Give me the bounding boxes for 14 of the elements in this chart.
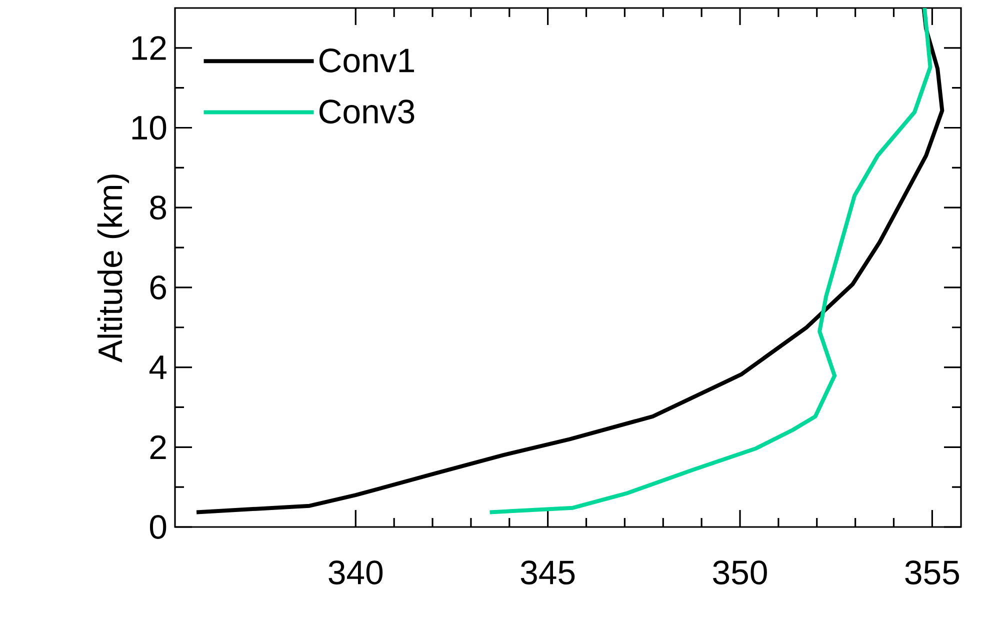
y-axis-title: Altitude (km): [97, 174, 129, 362]
y-tick-label: 10: [132, 116, 166, 140]
y-tick-label: 2: [150, 435, 166, 459]
x-tick-label: 340: [328, 560, 383, 584]
legend-label: Conv3: [319, 100, 414, 124]
y-tick-label: 0: [150, 515, 166, 539]
y-tick-label: 6: [150, 275, 166, 300]
x-tick-label: 355: [905, 560, 960, 584]
legend-label: Conv1: [319, 48, 414, 72]
y-tick-label: 4: [149, 356, 166, 379]
y-tick-label: 8: [150, 196, 166, 220]
x-tick-label: 350: [713, 560, 767, 584]
y-tick-label: 12: [132, 36, 166, 60]
x-tick-label: 345: [520, 560, 575, 584]
